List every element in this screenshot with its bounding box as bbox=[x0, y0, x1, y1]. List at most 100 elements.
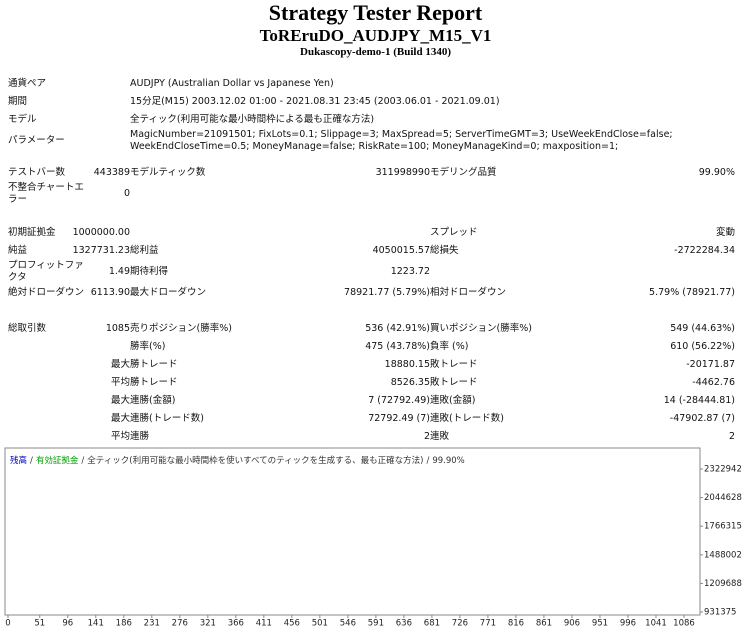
stat-label: 純益 bbox=[8, 245, 28, 256]
y-tick-label: 1766315 bbox=[704, 522, 742, 532]
info-value: MagicNumber=21091501; FixLots=0.1; Slipp… bbox=[130, 129, 673, 152]
x-tick-label: 1041 bbox=[645, 619, 667, 629]
stat-label: 勝トレード bbox=[130, 359, 178, 370]
x-tick-label: 366 bbox=[228, 619, 244, 629]
x-tick-label: 141 bbox=[88, 619, 104, 629]
stat-label: 初期証拠金 bbox=[8, 227, 56, 238]
legend-entry: 全ティック(利用可能な最小時間枠を使いすべてのティックを生成する、最も正確な方法… bbox=[87, 455, 423, 466]
report-title: Strategy Tester Report bbox=[268, 0, 483, 25]
x-tick-label: 816 bbox=[508, 619, 524, 629]
stat-value: 443389 bbox=[93, 167, 130, 178]
x-tick-label: 591 bbox=[368, 619, 384, 629]
stat-label: テストバー数 bbox=[8, 167, 66, 178]
stat-value: 549 (44.63%) bbox=[670, 323, 735, 334]
y-tick-label: 1209688 bbox=[704, 579, 742, 589]
stat-value: 475 (43.78%) bbox=[365, 341, 430, 352]
stat-value: 2 bbox=[728, 431, 735, 442]
stat-label: 最大ドローダウン bbox=[130, 287, 207, 298]
y-tick-label: 1488002 bbox=[704, 550, 742, 560]
stat-label: 相対ドローダウン bbox=[430, 287, 507, 298]
x-tick-label: 1086 bbox=[673, 619, 695, 629]
x-tick-label: 996 bbox=[620, 619, 636, 629]
stat-value: 4050015.57 bbox=[372, 245, 430, 256]
stat-label: 売りポジション(勝率%) bbox=[130, 323, 232, 334]
x-tick-label: 0 bbox=[5, 619, 10, 629]
stat-label: 総取引数 bbox=[8, 323, 47, 334]
stat-label: 敗トレード bbox=[430, 359, 478, 370]
x-tick-label: 636 bbox=[396, 619, 412, 629]
stat-value: 610 (56.22%) bbox=[670, 341, 735, 352]
legend-entry: 残高 bbox=[10, 455, 27, 466]
x-tick-label: 771 bbox=[480, 619, 496, 629]
stat-value: 1000000.00 bbox=[72, 227, 130, 238]
info-label: 通貨ペア bbox=[8, 78, 47, 89]
stat-value: -4462.76 bbox=[692, 377, 735, 388]
stat-value: 1085 bbox=[105, 323, 130, 334]
stat-value: 18880.15 bbox=[384, 359, 430, 370]
x-tick-label: 276 bbox=[172, 619, 188, 629]
y-tick-label: 2322942 bbox=[704, 465, 742, 475]
stat-value: 311998990 bbox=[375, 167, 430, 178]
stat-value: 5.79% (78921.77) bbox=[649, 287, 735, 298]
stat-value: 1327731.23 bbox=[72, 245, 130, 256]
stat-value: 72792.49 (7) bbox=[368, 413, 430, 424]
x-tick-label: 951 bbox=[592, 619, 608, 629]
stat-label: 連敗(トレード数) bbox=[430, 413, 504, 424]
info-label: パラメーター bbox=[8, 135, 65, 146]
plot-frame bbox=[4, 447, 701, 616]
stat-label: 不整合チャートエラー bbox=[8, 182, 84, 205]
x-tick-label: 411 bbox=[256, 619, 272, 629]
stat-label: プロフィットファクタ bbox=[8, 260, 84, 283]
spacer bbox=[8, 303, 735, 319]
stat-label: 総利益 bbox=[130, 245, 159, 256]
stat-value: 0 bbox=[123, 188, 130, 199]
stat-label: 連勝(金額) bbox=[130, 395, 176, 406]
x-tick-label: 501 bbox=[312, 619, 328, 629]
stat-label: 絶対ドローダウン bbox=[8, 287, 85, 298]
balance-chart: 残高 / 有効証拠金 / 全ティック(利用可能な最小時間枠を使いすべてのティックを生成す… bbox=[4, 447, 742, 629]
stat-value: 8526.35 bbox=[390, 377, 430, 388]
stat-label: 連勝 bbox=[130, 431, 150, 442]
stats-table: テストバー数 443389 モデルティック数 311998990 モデリング品質 99.9… bbox=[8, 164, 735, 446]
info-value: 全ティック(利用可能な最小時間枠による最も正確な方法) bbox=[130, 114, 375, 125]
stat-label: モデルティック数 bbox=[130, 167, 206, 178]
x-tick-label: 186 bbox=[116, 619, 132, 629]
legend-separator: / bbox=[30, 456, 33, 466]
stat-value: 14 (-28444.81) bbox=[663, 395, 735, 406]
y-tick-label: 2044628 bbox=[704, 493, 742, 503]
legend-entry: 99.90% bbox=[432, 456, 464, 466]
stat-value: 最大 bbox=[110, 359, 130, 370]
x-tick-label: 906 bbox=[564, 619, 580, 629]
report-subtitle: ToREruDO_AUDJPY_M15_V1 bbox=[259, 26, 492, 45]
stat-label: 勝トレード bbox=[130, 377, 178, 388]
info-value: AUDJPY (Australian Dollar vs Japanese Ye… bbox=[130, 78, 334, 89]
legend-entry: 有効証拠金 bbox=[36, 455, 79, 466]
stat-value: -20171.87 bbox=[686, 359, 735, 370]
info-table: 通貨ペア AUDJPY (Australian Dollar vs Japanes… bbox=[8, 75, 735, 153]
stat-label: 敗トレード bbox=[430, 377, 478, 388]
stat-value: 536 (42.91%) bbox=[365, 323, 430, 334]
stat-label: 総損失 bbox=[430, 245, 459, 256]
x-tick-label: 681 bbox=[424, 619, 440, 629]
stat-value: -2722284.34 bbox=[674, 245, 735, 256]
x-tick-label: 96 bbox=[62, 619, 73, 629]
x-tick-label: 861 bbox=[536, 619, 552, 629]
stat-label: モデリング品質 bbox=[430, 167, 497, 178]
x-tick-label: 51 bbox=[34, 619, 45, 629]
stat-value: 平均 bbox=[110, 431, 130, 442]
x-tick-label: 456 bbox=[284, 619, 300, 629]
x-tick-label: 231 bbox=[144, 619, 160, 629]
stat-value: 1.49 bbox=[108, 266, 130, 277]
legend: 残高 / 有効証拠金 / 全ティック(利用可能な最小時間枠を使いすべてのティックを生成す… bbox=[10, 455, 465, 466]
spacer bbox=[8, 207, 735, 223]
info-label: 期間 bbox=[8, 96, 28, 107]
stat-label: 連敗 bbox=[430, 431, 450, 442]
stat-value: -47902.87 (7) bbox=[669, 413, 735, 424]
y-tick-label: 931375 bbox=[704, 608, 736, 618]
server: Dukascopy-demo-1 (Build 1340) bbox=[300, 46, 451, 58]
info-value: 15分足(M15) 2003.12.02 01:00 - 2021.08.31 … bbox=[130, 96, 500, 107]
stat-label: 期待利得 bbox=[130, 266, 169, 277]
stat-value: 78921.77 (5.79%) bbox=[344, 287, 430, 298]
legend-separator: / bbox=[81, 456, 84, 466]
stat-value: 2 bbox=[423, 431, 430, 442]
